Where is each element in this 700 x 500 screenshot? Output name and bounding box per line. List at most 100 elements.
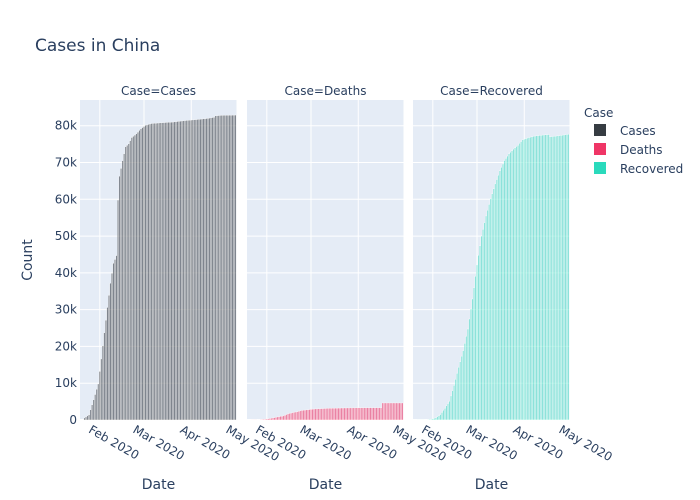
bar: 2020-04-01: 81550 xyxy=(190,119,193,421)
bar: 2020-03-01: 79800 xyxy=(143,126,145,421)
bar: 2020-01-29: 158 xyxy=(261,419,264,421)
bar: 2020-04-09: 81871 xyxy=(202,118,205,421)
bar: 2020-04-30: 77700 xyxy=(567,134,570,421)
legend-item-deaths[interactable]: Deaths xyxy=(594,143,663,157)
bar: 2020-02-26: 78267 xyxy=(136,131,139,421)
bar: 2020-02-04: 23700 xyxy=(103,332,106,421)
bar: 2020-02-05: 566 xyxy=(271,417,274,421)
bar: 2020-04-20: 82800 xyxy=(219,115,222,421)
bar: 2020-04-30: 4633 xyxy=(401,402,404,421)
bar: 2020-02-23: 2479 xyxy=(299,410,302,421)
bar: 2020-03-28: 3293 xyxy=(351,407,354,421)
bar: 2020-03-20: 3244 xyxy=(339,407,341,421)
bars-recovered: 2020-01-22: 282020-01-23: 332020-01-24: … xyxy=(416,134,570,421)
bar: 2020-03-04: 80350 xyxy=(147,124,150,421)
bar: 2020-04-02: 76499 xyxy=(524,138,527,421)
bar: 2020-04-07: 81786 xyxy=(199,119,202,421)
bar: 2020-04-13: 3341 xyxy=(375,407,378,421)
bar: 2020-02-16: 70500 xyxy=(121,160,124,421)
bar: 2020-02-06: 636 xyxy=(273,417,276,421)
bar: 2020-02-02: 489 xyxy=(433,418,436,421)
bar: 2020-04-16: 3342 xyxy=(380,407,383,421)
bars-deaths: 2020-01-22: 172020-01-23: 252020-01-24: … xyxy=(250,402,404,421)
y-tick-label: 50k xyxy=(55,229,77,243)
bar: 2020-04-13: 82075 xyxy=(208,117,211,421)
bar: 2020-03-01: 42162 xyxy=(476,264,478,421)
bar: 2020-02-12: 44700 xyxy=(115,255,118,421)
bar: 2020-03-03: 80225 xyxy=(146,124,149,421)
bar: 2020-03-22: 81100 xyxy=(175,121,177,421)
facet-panels: 2020-01-22: 5502020-01-23: 8332020-01-24… xyxy=(55,84,615,493)
bar: 2020-03-11: 3142 xyxy=(325,408,328,421)
x-tick-label: Mar 2020 xyxy=(464,422,520,463)
y-tick-label: 20k xyxy=(55,339,77,353)
x-tick-label: Mar 2020 xyxy=(298,422,354,463)
y-tick-label: 30k xyxy=(55,303,77,317)
bar: 2020-01-23: 833 xyxy=(85,416,88,421)
bar: 2020-03-10: 3127 xyxy=(323,408,326,421)
bar: 2020-02-14: 66300 xyxy=(118,175,121,421)
bar: 2020-02-28: 2790 xyxy=(307,409,309,421)
bar: 2020-02-07: 33900 xyxy=(108,295,110,421)
facet-label: Case=Recovered xyxy=(440,84,543,98)
bar: 2020-03-17: 80925 xyxy=(167,122,170,421)
bar: 2020-03-21: 71753 xyxy=(506,155,509,421)
bar: 2020-02-22: 20821 xyxy=(463,343,466,421)
legend-label: Deaths xyxy=(620,143,663,157)
bar: 2020-02-03: 425 xyxy=(268,418,271,421)
x-axis-title: Date xyxy=(309,477,342,493)
bar: 2020-03-16: 67749 xyxy=(498,170,501,421)
bar: 2020-02-02: 16600 xyxy=(100,358,103,421)
bar: 2020-04-24: 4633 xyxy=(392,402,395,421)
bar: 2020-02-11: 1045 xyxy=(281,415,283,421)
y-tick-label: 10k xyxy=(55,376,77,390)
bar: 2020-03-14: 65380 xyxy=(495,179,498,421)
x-tick-label: Apr 2020 xyxy=(511,422,566,462)
bar: 2020-04-08: 77200 xyxy=(534,135,536,421)
legend-item-recovered[interactable]: Recovered xyxy=(594,162,683,176)
bar: 2020-04-09: 3336 xyxy=(369,407,372,421)
bar: 2020-04-06: 3327 xyxy=(364,407,367,421)
bar: 2020-02-29: 39074 xyxy=(474,276,477,421)
bar: 2020-02-03: 20150 xyxy=(101,345,104,421)
legend-item-cases[interactable]: Cases xyxy=(594,124,656,138)
bar: 2020-03-16: 3211 xyxy=(332,408,335,421)
y-axis-title: Count xyxy=(20,239,36,281)
bar: 2020-02-10: 976 xyxy=(279,416,282,421)
bar: 2020-02-11: 4482 xyxy=(447,403,449,421)
panel-deaths: 2020-01-22: 172020-01-23: 252020-01-24: … xyxy=(247,84,449,493)
bar: 2020-03-18: 69606 xyxy=(501,163,504,421)
bar: 2020-04-21: 82810 xyxy=(220,115,223,421)
bar: 2020-03-05: 80475 xyxy=(149,123,152,421)
bar: 2020-02-25: 77800 xyxy=(135,133,138,421)
bar: 2020-04-05: 76900 xyxy=(529,136,532,421)
bar: 2020-02-08: 817 xyxy=(276,416,279,421)
bar: 2020-04-20: 77100 xyxy=(552,136,555,421)
bar: 2020-03-03: 2985 xyxy=(313,408,316,421)
chart-title: Cases in China xyxy=(35,36,160,56)
bar: 2020-04-28: 4633 xyxy=(398,402,401,421)
bar: 2020-03-26: 81300 xyxy=(181,120,184,421)
y-tick-label: 40k xyxy=(55,266,77,280)
bar: 2020-02-15: 1665 xyxy=(287,413,290,421)
bar: 2020-02-09: 39900 xyxy=(111,273,113,421)
bar: 2020-04-03: 76649 xyxy=(526,137,529,421)
bar: 2020-02-02: 354 xyxy=(267,418,270,421)
bar: 2020-04-19: 4632 xyxy=(384,402,387,421)
bar: 2020-04-26: 4633 xyxy=(395,402,398,421)
bar: 2020-03-10: 80733 xyxy=(156,122,159,421)
bar: 2020-02-27: 32898 xyxy=(471,298,474,421)
bar: 2020-03-08: 57046 xyxy=(486,210,489,421)
bar: 2020-04-13: 77450 xyxy=(541,134,544,421)
bar: 2020-01-24: 1117 xyxy=(86,415,89,421)
x-tick-label: Apr 2020 xyxy=(345,422,400,462)
bar: 2020-04-29: 4633 xyxy=(400,402,402,421)
bar: 2020-04-22: 77200 xyxy=(555,135,558,421)
bar: 2020-02-05: 27150 xyxy=(104,319,107,421)
bar: 2020-02-11: 43650 xyxy=(114,259,116,421)
bar: 2020-02-20: 2166 xyxy=(294,411,297,421)
legend-label: Cases xyxy=(620,124,656,138)
bar: 2020-02-15: 9412 xyxy=(453,385,456,421)
plot-background xyxy=(247,100,404,420)
